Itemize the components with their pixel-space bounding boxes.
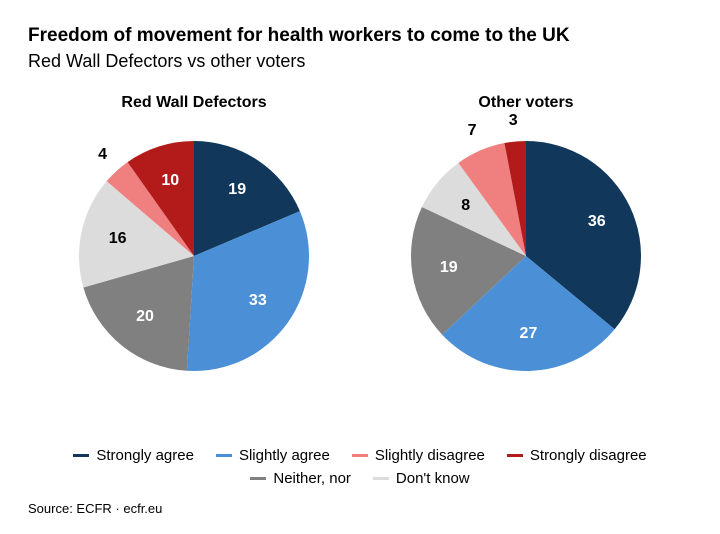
chart-title: Freedom of movement for health workers t… [28, 24, 692, 49]
legend-label: Slightly agree [239, 447, 330, 464]
legend-item-neither_nor: Neither, nor [250, 470, 351, 487]
chart-subtitle: Red Wall Defectors vs other voters [28, 51, 692, 72]
legend: Strongly agree Slightly agree Slightly dis… [28, 447, 692, 487]
pie-wrap: 19332016410 [64, 126, 324, 386]
legend-swatch [507, 454, 523, 457]
legend-swatch [216, 454, 232, 457]
legend-item-strongly_disagree: Strongly disagree [507, 447, 647, 464]
pie-wrap: 362719873 [396, 126, 656, 386]
legend-swatch [250, 477, 266, 480]
legend-swatch [73, 454, 89, 457]
legend-item-dont_know: Don't know [373, 470, 470, 487]
pie-chart-title: Red Wall Defectors [121, 94, 266, 112]
legend-label: Strongly disagree [530, 447, 647, 464]
pie-chart-1: Other voters 362719873 [396, 94, 656, 441]
legend-item-slightly_disagree: Slightly disagree [352, 447, 485, 464]
legend-label: Don't know [396, 470, 470, 487]
pie-chart-title: Other voters [478, 94, 573, 112]
source-text: Source: ECFR · ecfr.eu [28, 501, 692, 516]
chart-container: Freedom of movement for health workers t… [0, 0, 720, 534]
legend-label: Strongly agree [96, 447, 194, 464]
charts-row: Red Wall Defectors 19332016410 Other voter… [28, 94, 692, 441]
legend-swatch [373, 477, 389, 480]
legend-swatch [352, 454, 368, 457]
legend-item-slightly_agree: Slightly agree [216, 447, 330, 464]
legend-label: Slightly disagree [375, 447, 485, 464]
legend-label: Neither, nor [273, 470, 351, 487]
pie-chart-0: Red Wall Defectors 19332016410 [64, 94, 324, 441]
legend-item-strongly_agree: Strongly agree [73, 447, 194, 464]
